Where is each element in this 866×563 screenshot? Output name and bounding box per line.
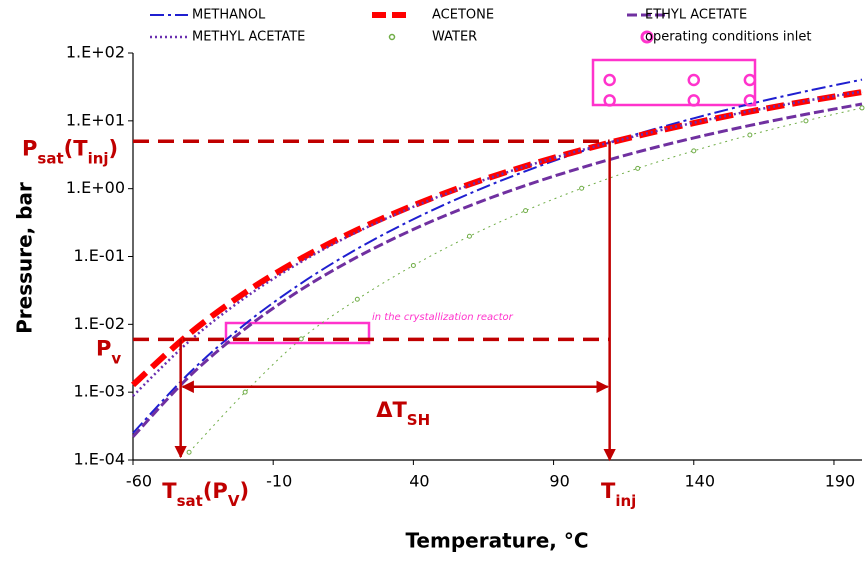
label-part: (P — [203, 479, 228, 503]
label-part: V — [228, 492, 240, 510]
tsat-label: Tsat(PV) — [162, 479, 249, 510]
x-tick-label: 190 — [825, 472, 856, 491]
series-marker — [298, 336, 304, 342]
y-axis-title: Pressure, bar — [13, 182, 37, 334]
y-tick-label: 1.E+02 — [66, 43, 125, 62]
inlet-point — [743, 73, 757, 87]
label-part: ΔT — [376, 398, 407, 422]
legend-label: operating conditions inlet — [645, 30, 811, 45]
legend-label: WATER — [432, 30, 477, 45]
series-marker — [691, 148, 697, 154]
y-tick-label: 1.E-02 — [73, 314, 125, 333]
y-tick-label: 1.E-01 — [73, 246, 125, 265]
pv-label: Pv — [96, 336, 121, 367]
inlet-point — [687, 73, 701, 87]
series-marker — [410, 262, 416, 268]
inlet-point — [743, 94, 757, 107]
x-axis-title: Temperature, °C — [405, 529, 588, 553]
y-tick-label: 1.E+01 — [66, 110, 125, 129]
dt-label: ΔTSH — [376, 398, 430, 429]
label-part: inj — [88, 149, 109, 167]
series-marker — [747, 132, 753, 138]
label-part: ) — [109, 136, 119, 160]
inlet-point — [687, 94, 701, 107]
label-part: sat — [37, 149, 63, 167]
label-part: inj — [615, 492, 636, 510]
series-marker — [859, 105, 865, 111]
legend-symbol — [640, 30, 654, 44]
y-tick-label: 1.E-04 — [73, 450, 125, 469]
inlet-point — [603, 94, 616, 107]
y-tick-label: 1.E-03 — [73, 382, 125, 401]
x-tick-label: 90 — [549, 472, 569, 491]
series-marker — [354, 296, 360, 302]
note: in the crystallization reactor — [372, 312, 514, 323]
label-part: P — [22, 136, 37, 160]
x-tick-label: 40 — [409, 472, 429, 491]
legend-symbol — [388, 33, 396, 41]
inlet-box — [591, 58, 757, 107]
label-part: ) — [239, 479, 249, 503]
series-marker — [579, 185, 585, 191]
series-line — [132, 90, 863, 397]
y-tick-label: 1.E+00 — [66, 178, 125, 197]
label-part: SH — [407, 410, 430, 428]
x-tick-label: -60 — [126, 472, 152, 491]
legend-label: ACETONE — [432, 8, 494, 23]
series-line — [132, 78, 863, 434]
series-marker — [466, 233, 472, 239]
tinj-label: Tinj — [601, 479, 636, 510]
legend-label: METHANOL — [192, 8, 266, 23]
series-marker — [523, 208, 529, 214]
label-part: v — [111, 349, 121, 367]
series-line — [188, 107, 863, 453]
legend-label: METHYL ACETATE — [192, 30, 305, 45]
label-part: T — [601, 479, 616, 503]
label-part: T — [162, 479, 177, 503]
series-marker — [803, 118, 809, 124]
inlet-point — [603, 73, 616, 87]
series-marker — [186, 449, 192, 455]
legend-label: ETHYL ACETATE — [645, 8, 747, 23]
label-part: P — [96, 336, 111, 360]
x-tick-label: -10 — [266, 472, 292, 491]
series-line — [130, 89, 863, 388]
series-marker — [635, 165, 641, 171]
series-marker — [242, 389, 248, 395]
label-part: (T — [64, 136, 89, 160]
series-line — [131, 102, 863, 438]
reactor-box — [224, 321, 371, 345]
psat-label: Psat(Tinj) — [22, 136, 118, 167]
label-part: sat — [177, 492, 203, 510]
x-tick-label: 140 — [684, 472, 715, 491]
